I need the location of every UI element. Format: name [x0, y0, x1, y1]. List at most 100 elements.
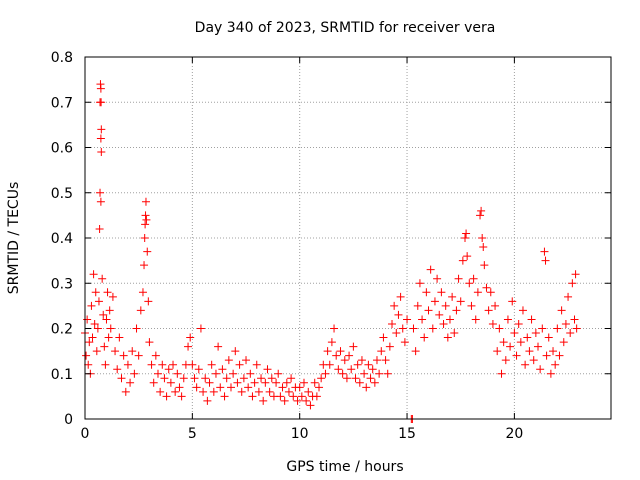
data-point	[141, 197, 150, 206]
data-point	[473, 288, 482, 297]
data-point	[551, 360, 560, 369]
data-point	[523, 333, 532, 342]
data-point	[229, 369, 238, 378]
data-point	[493, 347, 502, 356]
data-point	[158, 360, 167, 369]
data-point	[561, 319, 570, 328]
data-point	[398, 324, 407, 333]
data-point	[302, 396, 311, 405]
data-point	[518, 306, 527, 315]
data-point	[119, 351, 128, 360]
data-point	[353, 360, 362, 369]
data-point	[220, 392, 229, 401]
data-point	[88, 333, 97, 342]
data-point	[388, 319, 397, 328]
y-tick-label: 0.1	[51, 367, 73, 383]
data-point	[203, 396, 212, 405]
data-point	[214, 342, 223, 351]
data-point	[390, 301, 399, 310]
data-point	[486, 288, 495, 297]
data-point	[94, 297, 103, 306]
data-point	[456, 297, 465, 306]
data-point	[403, 315, 412, 324]
data-point	[278, 383, 287, 392]
data-point	[130, 369, 139, 378]
data-point	[411, 347, 420, 356]
data-point	[103, 288, 112, 297]
data-point	[467, 301, 476, 310]
data-point	[495, 324, 504, 333]
data-point	[141, 220, 150, 229]
data-point	[287, 374, 296, 383]
y-tick-label: 0	[64, 412, 73, 428]
data-point	[508, 297, 517, 306]
data-point	[246, 369, 255, 378]
data-point	[126, 378, 135, 387]
data-point	[372, 356, 381, 365]
data-point	[479, 243, 488, 252]
data-point	[364, 360, 373, 369]
data-point	[293, 396, 302, 405]
data-point	[465, 279, 474, 288]
data-point	[323, 347, 332, 356]
data-point	[162, 392, 171, 401]
data-point	[216, 383, 225, 392]
data-point	[420, 333, 429, 342]
data-point	[332, 351, 341, 360]
data-point	[544, 333, 553, 342]
data-point	[413, 301, 422, 310]
data-point	[557, 306, 566, 315]
x-tick-label: 5	[188, 426, 197, 442]
data-point	[96, 84, 105, 93]
data-point	[156, 387, 165, 396]
data-point	[306, 401, 315, 410]
data-point	[570, 315, 579, 324]
data-point	[497, 369, 506, 378]
data-point	[351, 374, 360, 383]
data-point	[297, 392, 306, 401]
data-point	[317, 374, 326, 383]
data-point	[194, 365, 203, 374]
data-point	[100, 342, 109, 351]
data-points	[81, 80, 581, 423]
data-point	[138, 288, 147, 297]
data-point	[96, 188, 105, 197]
data-point	[422, 288, 431, 297]
data-point	[224, 356, 233, 365]
data-point	[340, 356, 349, 365]
data-point	[226, 383, 235, 392]
data-point	[295, 383, 304, 392]
data-point	[142, 215, 151, 224]
data-point	[445, 315, 454, 324]
data-point	[97, 98, 106, 107]
data-point	[259, 396, 268, 405]
data-point	[140, 234, 149, 242]
data-point	[95, 224, 104, 233]
data-point	[254, 387, 263, 396]
data-point	[366, 374, 375, 383]
data-point	[140, 261, 149, 270]
data-point	[104, 333, 113, 342]
data-point	[571, 270, 580, 279]
data-point	[506, 342, 515, 351]
data-point	[488, 319, 497, 328]
data-point	[231, 347, 240, 356]
data-point	[151, 351, 160, 360]
data-point	[160, 374, 169, 383]
data-point	[392, 329, 401, 338]
data-point	[136, 306, 145, 315]
y-tick-label: 0.6	[51, 141, 73, 157]
data-point	[377, 347, 386, 356]
data-point	[409, 324, 418, 333]
data-point	[514, 319, 523, 328]
data-point	[252, 360, 261, 369]
data-point	[205, 378, 214, 387]
data-point	[98, 274, 107, 283]
data-point	[164, 365, 173, 374]
data-point	[196, 324, 205, 333]
data-point	[97, 125, 106, 134]
data-point	[463, 252, 472, 261]
data-point	[265, 387, 274, 396]
data-point	[237, 387, 246, 396]
y-tick-label: 0.7	[51, 95, 73, 111]
